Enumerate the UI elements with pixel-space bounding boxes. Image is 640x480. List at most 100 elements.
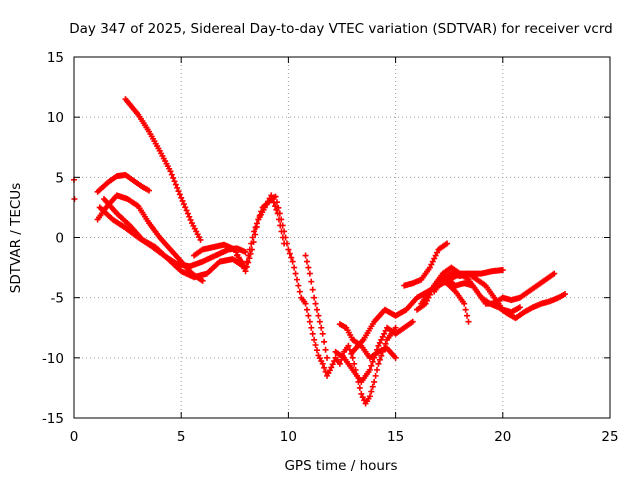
y-axis-label: SDTVAR / TECUs [8, 183, 24, 293]
data-point [146, 187, 153, 194]
data-point [306, 270, 313, 277]
data-point [293, 276, 300, 283]
data-point [246, 246, 253, 253]
data-point [345, 342, 352, 349]
data-point [329, 361, 336, 368]
data-point [186, 213, 193, 220]
data-point [276, 210, 283, 217]
data-point [359, 394, 366, 401]
data-point [336, 360, 343, 367]
data-point [251, 228, 258, 235]
data-point [243, 258, 250, 265]
x-tick-label: 15 [387, 429, 404, 445]
y-tick-label: 15 [47, 50, 64, 66]
data-point [174, 184, 181, 191]
data-point [315, 312, 322, 319]
data-point [285, 246, 292, 253]
data-point [312, 341, 319, 348]
data-point [305, 312, 312, 319]
data-point [323, 354, 330, 361]
data-point [199, 277, 206, 284]
data-point [187, 216, 194, 223]
data-point [429, 258, 436, 265]
data-point [252, 231, 259, 238]
data-point [184, 210, 191, 217]
series-arc-f [101, 195, 249, 281]
data-point [288, 254, 295, 261]
data-point [170, 174, 177, 181]
x-tick-label: 20 [494, 429, 511, 445]
data-point [305, 264, 312, 271]
y-tick-label: -5 [51, 291, 64, 307]
data-point [252, 224, 259, 231]
x-tick-label: 0 [70, 429, 79, 445]
data-point [424, 297, 431, 304]
data-point [308, 278, 315, 285]
data-point [302, 300, 309, 307]
data-point [461, 300, 468, 307]
data-point [302, 252, 309, 259]
data-point [303, 306, 310, 313]
series-arc-m [401, 240, 451, 289]
data-point [306, 318, 313, 325]
data-point [431, 255, 438, 262]
data-point [374, 366, 381, 373]
data-point [180, 201, 187, 208]
data-point [286, 250, 293, 257]
data-point [303, 258, 310, 265]
y-tick-label: -10 [42, 351, 64, 367]
data-point [499, 266, 506, 273]
data-point [312, 300, 319, 307]
data-point [258, 208, 265, 215]
series-arc-j [332, 318, 416, 385]
data-point [392, 354, 399, 361]
series-arc-i [302, 252, 330, 361]
y-tick-label: 0 [55, 231, 64, 247]
x-axis-label: GPS time / hours [284, 458, 397, 474]
data-point [176, 191, 183, 198]
data-point [444, 240, 451, 247]
data-point [351, 360, 358, 367]
data-point [278, 216, 285, 223]
data-point [167, 168, 174, 175]
data-point [256, 212, 263, 219]
data-point [273, 199, 280, 206]
data-point [368, 388, 375, 395]
data-point [462, 306, 469, 313]
data-point [375, 342, 382, 349]
data-point [318, 324, 325, 331]
x-tick-label: 10 [280, 429, 297, 445]
data-point [296, 288, 303, 295]
data-point [369, 358, 376, 365]
data-point [279, 222, 286, 229]
data-point [322, 346, 329, 353]
data-point [272, 193, 279, 200]
data-point [311, 336, 318, 343]
data-point [376, 356, 383, 363]
series-arc-k [336, 321, 399, 361]
data-point [321, 364, 328, 371]
data-point [366, 393, 373, 400]
data-point [369, 383, 376, 390]
data-point [368, 362, 375, 369]
data-point [175, 188, 182, 195]
axis-ticks: 0 5 10 15 20 25 -15 -10 -5 0 5 10 15 [42, 50, 619, 445]
data-point [328, 364, 335, 371]
data-point [253, 220, 260, 227]
data-point [242, 248, 249, 255]
data-point [313, 306, 320, 313]
data-point [248, 240, 255, 247]
data-point [372, 372, 379, 379]
data-point [464, 312, 471, 319]
data-point [378, 336, 385, 343]
data-point [561, 291, 568, 298]
data-point [409, 318, 416, 325]
series-arc-l [349, 266, 506, 355]
data-point [311, 294, 318, 301]
data-point [245, 252, 252, 259]
data-point [171, 178, 178, 185]
series-arc-q [444, 276, 568, 322]
x-tick-label: 5 [177, 429, 186, 445]
data-point [432, 252, 439, 259]
